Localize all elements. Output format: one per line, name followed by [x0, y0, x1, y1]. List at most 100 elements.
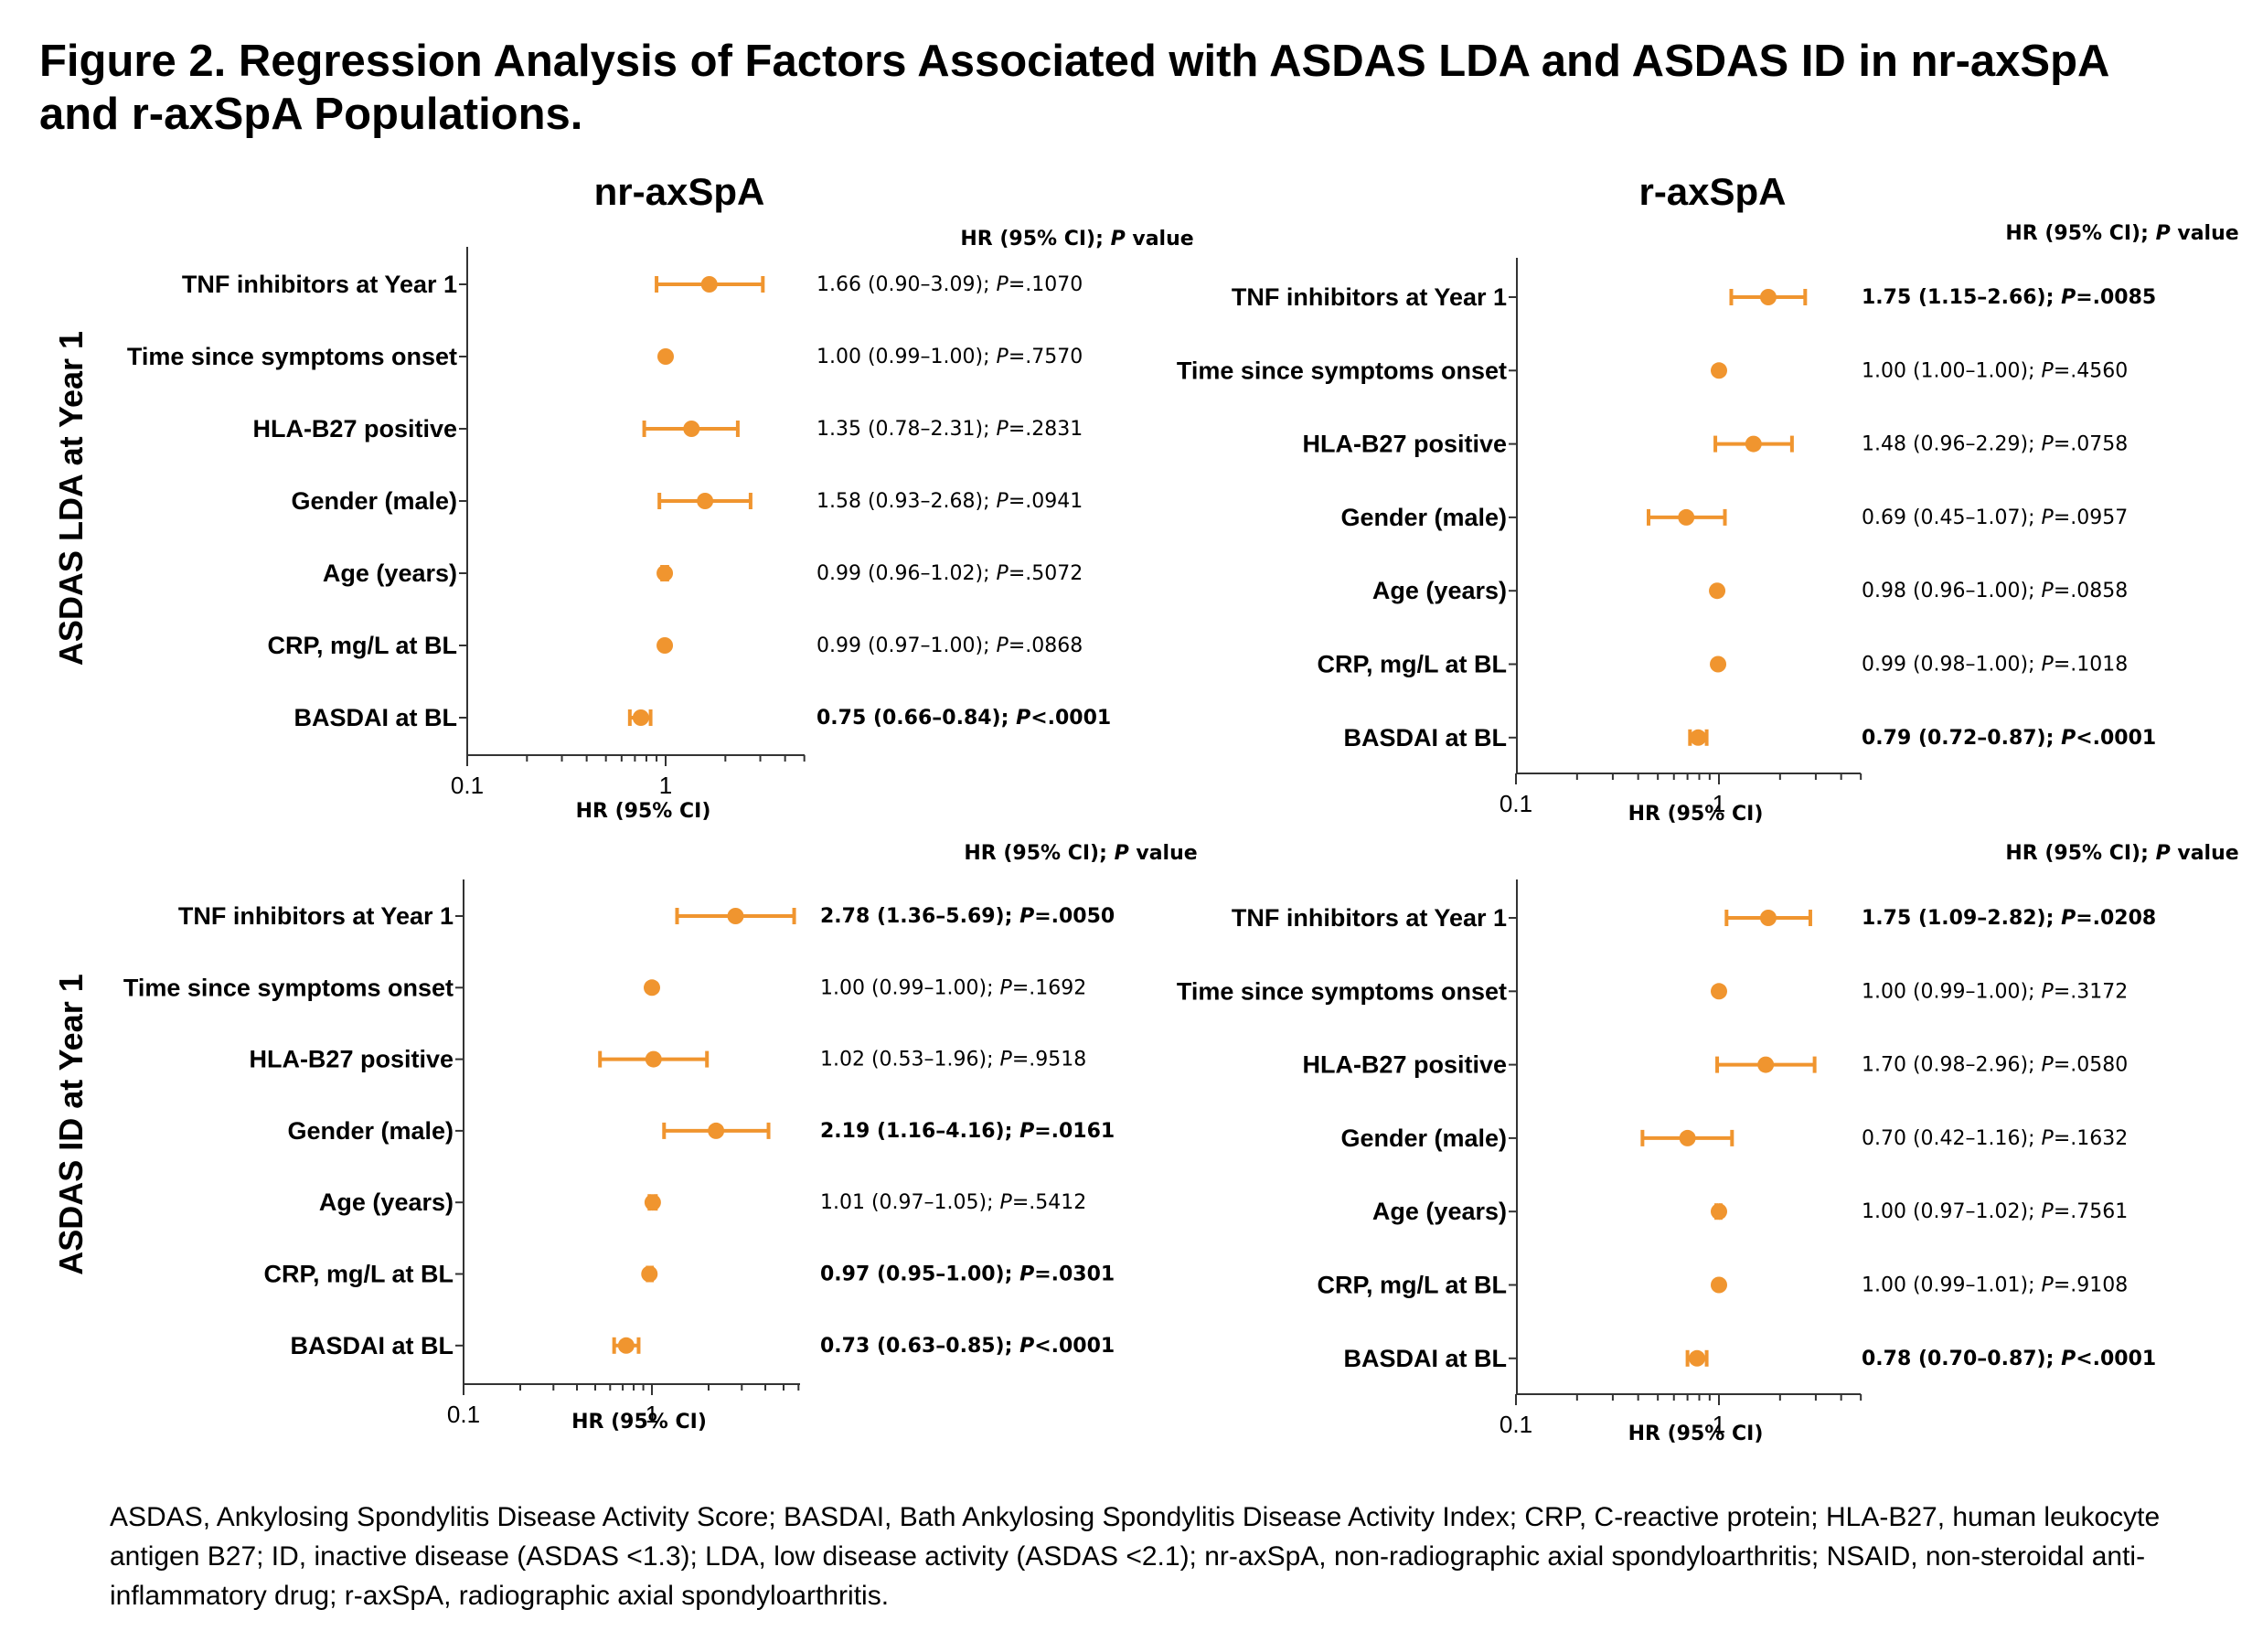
hr-point	[1711, 983, 1727, 1000]
p-value: =.9518	[1012, 1049, 1086, 1071]
column-header: HR (95% CI); P value	[2005, 222, 2238, 245]
hr-ci: 1.00 (0.97–1.02);	[1862, 1200, 2042, 1223]
column-header-p: P	[1115, 842, 1129, 865]
hr-stat-text: 1.35 (0.78–2.31); P=.2831	[816, 418, 1083, 441]
p-value: <.0001	[1034, 1335, 1115, 1358]
p-value: =.7561	[2054, 1200, 2128, 1223]
hr-ci: 0.78 (0.70–0.87);	[1862, 1348, 2061, 1370]
hr-ci: 1.35 (0.78–2.31);	[816, 418, 997, 441]
p-letter: P	[997, 634, 1009, 657]
column-title-r-axspa: r-axSpA	[1638, 170, 1787, 213]
hr-stat-text: 0.73 (0.63–0.85); P<.0001	[820, 1335, 1115, 1358]
p-letter: P	[1019, 1120, 1034, 1143]
hr-point	[727, 908, 744, 924]
x-tick-label: 1	[646, 1401, 658, 1428]
row-label: Age (years)	[1372, 577, 1507, 604]
forest-plot-nr-axspa-lda: 0.1 1HR (95% CI) HR (95% CI); P value TNF i…	[127, 228, 1194, 823]
hr-ci: 1.00 (1.00–1.00);	[1862, 359, 2042, 382]
hr-ci: 1.66 (0.90–3.09);	[816, 273, 997, 296]
hr-stat-text: 0.99 (0.98–1.00); P=.1018	[1862, 654, 2128, 677]
hr-point	[1745, 435, 1762, 453]
p-letter: P	[997, 273, 1009, 296]
p-letter: P	[2042, 1127, 2055, 1150]
p-value: =.5072	[1009, 562, 1083, 585]
row-label: BASDAI at BL	[294, 704, 457, 731]
row-label: Time since symptoms onset	[1177, 977, 1507, 1005]
hr-stat-text: 1.00 (0.97–1.02); P=.7561	[1862, 1200, 2128, 1223]
p-letter: P	[1019, 905, 1034, 928]
column-header-part: HR (95% CI);	[964, 842, 1114, 865]
p-letter: P	[2061, 1348, 2076, 1370]
row-label: HLA-B27 positive	[252, 415, 457, 442]
column-header: HR (95% CI); P value	[2005, 842, 2238, 865]
hr-ci: 0.99 (0.98–1.00);	[1862, 654, 2042, 677]
p-letter: P	[2042, 359, 2055, 382]
p-letter: P	[2042, 506, 2055, 529]
hr-stat-text: 1.00 (1.00–1.00); P=.4560	[1862, 359, 2128, 382]
hr-stat-text: 1.01 (0.97–1.05); P=.5412	[820, 1191, 1086, 1214]
hr-stat-text: 1.66 (0.90–3.09); P=.1070	[816, 273, 1083, 296]
p-letter: P	[1016, 707, 1030, 730]
hr-stat-text: 1.75 (1.15–2.66); P=.0085	[1862, 286, 2156, 309]
hr-point	[1711, 1276, 1727, 1294]
p-letter: P	[2061, 727, 2076, 750]
hr-stat-text: 1.70 (0.98–2.96); P=.0580	[1862, 1054, 2128, 1077]
hr-point	[645, 1050, 662, 1068]
p-value: =.0758	[2054, 433, 2128, 456]
p-value: =.0941	[1009, 490, 1083, 513]
row-label: Gender (male)	[291, 487, 457, 515]
p-value: <.0001	[1030, 707, 1111, 730]
hr-point	[1759, 289, 1777, 305]
hr-point	[1710, 655, 1727, 673]
hr-point	[1711, 362, 1727, 379]
p-letter: P	[2042, 1274, 2055, 1297]
row-label: CRP, mg/L at BL	[1317, 1272, 1507, 1299]
row-label: TNF inhibitors at Year 1	[178, 902, 454, 930]
p-value: =.4560	[2054, 359, 2128, 382]
hr-point	[656, 637, 674, 654]
row-label: HLA-B27 positive	[1302, 431, 1507, 458]
p-letter: P	[2061, 286, 2076, 309]
row-label: Time since symptoms onset	[1177, 357, 1507, 384]
p-letter: P	[997, 346, 1009, 368]
p-value: =.2831	[1009, 418, 1083, 441]
p-letter: P	[2042, 1054, 2055, 1077]
hr-stat-text: 0.69 (0.45–1.07); P=.0957	[1862, 506, 2128, 529]
row-label: TNF inhibitors at Year 1	[1232, 904, 1507, 932]
x-tick-label: 0.1	[447, 1401, 480, 1428]
p-letter: P	[2042, 654, 2055, 677]
hr-stat-text: 1.48 (0.96–2.29); P=.0758	[1862, 433, 2128, 456]
p-value: =.3172	[2054, 980, 2128, 1003]
p-letter: P	[2061, 907, 2076, 930]
column-header-part: value	[1129, 842, 1198, 865]
row-label: HLA-B27 positive	[1302, 1051, 1507, 1079]
hr-stat-text: 1.00 (0.99–1.00); P=.3172	[1862, 980, 2128, 1003]
row-label: Gender (male)	[287, 1117, 454, 1145]
p-value: =.0301	[1034, 1263, 1115, 1286]
p-letter: P	[997, 418, 1009, 441]
row-label: Age (years)	[323, 560, 457, 587]
row-label: TNF inhibitors at Year 1	[1232, 283, 1507, 311]
p-letter: P	[997, 490, 1009, 513]
hr-ci: 0.97 (0.95–1.00);	[820, 1263, 1019, 1286]
p-value: =.5412	[1012, 1191, 1086, 1214]
p-letter: P	[997, 562, 1009, 585]
p-value: =.0580	[2054, 1054, 2128, 1077]
hr-ci: 0.70 (0.42–1.16);	[1862, 1127, 2042, 1150]
p-letter: P	[2042, 433, 2055, 456]
hr-point	[708, 1122, 725, 1139]
row-label: CRP, mg/L at BL	[1317, 651, 1507, 678]
row-label: CRP, mg/L at BL	[267, 632, 457, 659]
hr-ci: 1.75 (1.09–2.82);	[1862, 907, 2061, 930]
figure-title: Figure 2. Regression Analysis of Factors…	[39, 37, 2108, 139]
p-letter: P	[1000, 1191, 1013, 1214]
hr-stat-text: 2.19 (1.16–4.16); P=.0161	[820, 1120, 1115, 1143]
hr-stat-text: 1.00 (0.99–1.00); P=.1692	[820, 976, 1086, 999]
p-value: =.0208	[2076, 907, 2156, 930]
footnote: ASDAS, Ankylosing Spondylitis Disease Ac…	[110, 1502, 2161, 1611]
hr-stat-text: 0.78 (0.70–0.87); P<.0001	[1862, 1348, 2156, 1370]
p-value: =.1070	[1009, 273, 1083, 296]
p-value: =.0957	[2054, 506, 2128, 529]
hr-ci: 1.01 (0.97–1.05);	[820, 1191, 1000, 1214]
hr-point	[644, 1194, 661, 1211]
